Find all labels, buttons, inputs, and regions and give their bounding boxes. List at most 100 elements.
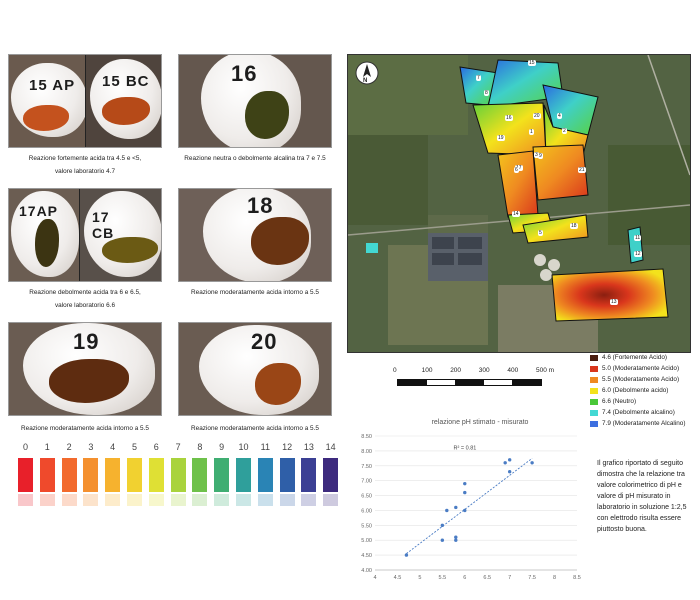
map-field-label: 1: [529, 129, 534, 135]
x-tick-label: 5: [418, 575, 421, 581]
legend-item: 6.0 (Debolmente acido): [590, 387, 668, 394]
map-field-label: 2: [562, 128, 567, 134]
x-tick-label: 8.5: [573, 575, 581, 581]
photo-label: 17AP: [19, 203, 59, 219]
data-point: [404, 553, 409, 557]
photo-16: 16: [178, 54, 332, 148]
trendline: [406, 457, 533, 554]
caption-line: valore laboratorio 6.6: [54, 302, 116, 309]
ph-scale-number: 2: [66, 442, 72, 452]
y-tick-label: 4.50: [361, 553, 372, 559]
map-field-label: 16: [505, 115, 513, 121]
chart-description: Il grafico riportato di seguito dimostra…: [597, 460, 687, 533]
data-point: [463, 490, 467, 495]
ph-scale-number: 12: [282, 442, 293, 452]
photo-label: 16: [231, 61, 258, 86]
photo-20: 20: [178, 322, 332, 416]
legend-swatch: [590, 376, 598, 383]
map-field-label: 15: [528, 60, 536, 66]
data-point: [454, 535, 458, 539]
map-field-label: 19: [497, 135, 505, 141]
map-canvas: [348, 55, 690, 352]
ph-scale-number: 5: [131, 442, 137, 452]
photo-15: 15 AP 15 BC: [8, 54, 162, 148]
scale-ticks: 0 100 200 300 400 500 m: [393, 367, 554, 377]
ph-scale-swatch: [257, 458, 273, 492]
map-field-label: 3: [534, 152, 539, 158]
ph-scale-swatch: [279, 458, 295, 492]
ph-scale-reflection: [18, 494, 33, 506]
map-field-label: 6: [514, 167, 519, 173]
caption-photo-19: Reazione moderatamente acida intorno a 5…: [2, 422, 168, 435]
caption-photo-18: Reazione moderatamente acida intorno a 5…: [172, 286, 338, 299]
photo-label: 15 AP: [29, 77, 76, 94]
ph-color-scale: 0 1 2 3 4 5 6 7 8 9 10 11 12 13 14: [18, 442, 339, 532]
legend-item: 5.0 (Moderatamente Acido): [590, 365, 679, 372]
photo-18: 18: [178, 188, 332, 282]
x-tick-label: 7.5: [528, 575, 536, 581]
legend-item: 7.4 (Debolmente alcalino): [590, 409, 675, 416]
photo-label: 20: [251, 329, 278, 354]
ph-scale-number: 14: [325, 442, 336, 452]
caption-photo-16: Reazione neutra o debolmente alcalina tr…: [172, 152, 338, 165]
map-field-label: 7: [476, 75, 481, 81]
legend-swatch: [590, 409, 598, 416]
ph-scale-number: 8: [197, 442, 203, 452]
ph-scale-number: 4: [110, 442, 116, 452]
legend-label: 5.0 (Moderatamente Acido): [602, 365, 680, 372]
photo-label: 15 BC: [102, 73, 150, 90]
ph-scale-reflection: [83, 494, 99, 506]
ph-scale-number: 0: [22, 442, 28, 452]
map-field-label: 9: [538, 153, 543, 159]
photo-19: 19: [8, 322, 162, 416]
ph-scale-swatch: [83, 458, 99, 492]
data-point: [445, 508, 449, 513]
legend-label: 6.0 (Debolmente acido): [602, 387, 669, 394]
x-tick-label: 4: [373, 575, 376, 581]
scale-tick-label: 200: [450, 367, 462, 374]
data-point: [454, 505, 458, 510]
map-field-label: 21: [578, 167, 586, 173]
ph-scale-swatch: [105, 458, 121, 492]
y-tick-label: 6.00: [361, 508, 372, 514]
ph-scale-reflection: [127, 494, 142, 506]
legend-swatch: [590, 354, 598, 361]
y-tick-label: 8.50: [361, 434, 372, 440]
ph-scale-swatch: [170, 458, 186, 492]
ph-scale-reflection: [323, 494, 339, 506]
caption-line: Reazione moderatamente acida intorno a 5…: [21, 425, 149, 432]
scale-tick-label: 500 m: [536, 367, 555, 374]
ph-scale-reflection: [214, 494, 230, 506]
chart-title: relazione pH stimato - misurato: [431, 419, 529, 426]
caption-line: valore laboratorio 4.7: [54, 168, 116, 175]
x-tick-label: 6: [463, 575, 466, 581]
ph-scale-reflection: [170, 494, 186, 506]
legend-item: 4.6 (Fortemente Acido): [590, 354, 667, 361]
y-tick-label: 4.00: [361, 568, 372, 574]
map-field-label: 4: [557, 113, 562, 119]
legend-label: 7.4 (Debolmente alcalino): [602, 409, 675, 416]
legend-swatch: [590, 398, 598, 405]
ph-legend: 4.6 (Fortemente Acido) 5.0 (Moderatamente…: [590, 354, 690, 434]
ph-scale-number: 13: [303, 442, 314, 452]
photo-label: 19: [73, 329, 100, 354]
legend-item: 7.9 (Moderatamente Alcalino): [590, 420, 685, 427]
caption-photo-15: Reazione fortemente acida tra 4.5 e <5, …: [2, 152, 168, 178]
caption-line: Reazione moderatamente acida intorno a 5…: [191, 289, 319, 296]
ph-scale-swatch: [148, 458, 164, 492]
ph-scale-swatch: [236, 458, 251, 492]
photo-label: 18: [247, 193, 274, 218]
data-point: [440, 538, 445, 542]
ph-scale-number: 10: [238, 442, 249, 452]
ph-scale-number: 9: [219, 442, 225, 452]
scale-tick-label: 300: [478, 367, 490, 374]
ph-scale-reflection: [105, 494, 121, 506]
satellite-map: N 15 7 8 16 20 4 19 1 2 3 9 17 21 6 14 18 5 11 12 13: [347, 54, 691, 353]
scatter-chart: 4.00 4.50 5.00 5.50 6.00 6.50 7.00 7.50 8.00 8.50…: [361, 434, 581, 581]
y-tick-label: 5.00: [361, 538, 372, 544]
ph-scale-reflection: [61, 494, 77, 506]
ph-scale-swatch: [301, 458, 317, 492]
legend-item: 6.6 (Neutro): [590, 398, 636, 405]
map-field-label: 13: [610, 299, 618, 305]
y-tick-label: 7.00: [361, 479, 372, 485]
